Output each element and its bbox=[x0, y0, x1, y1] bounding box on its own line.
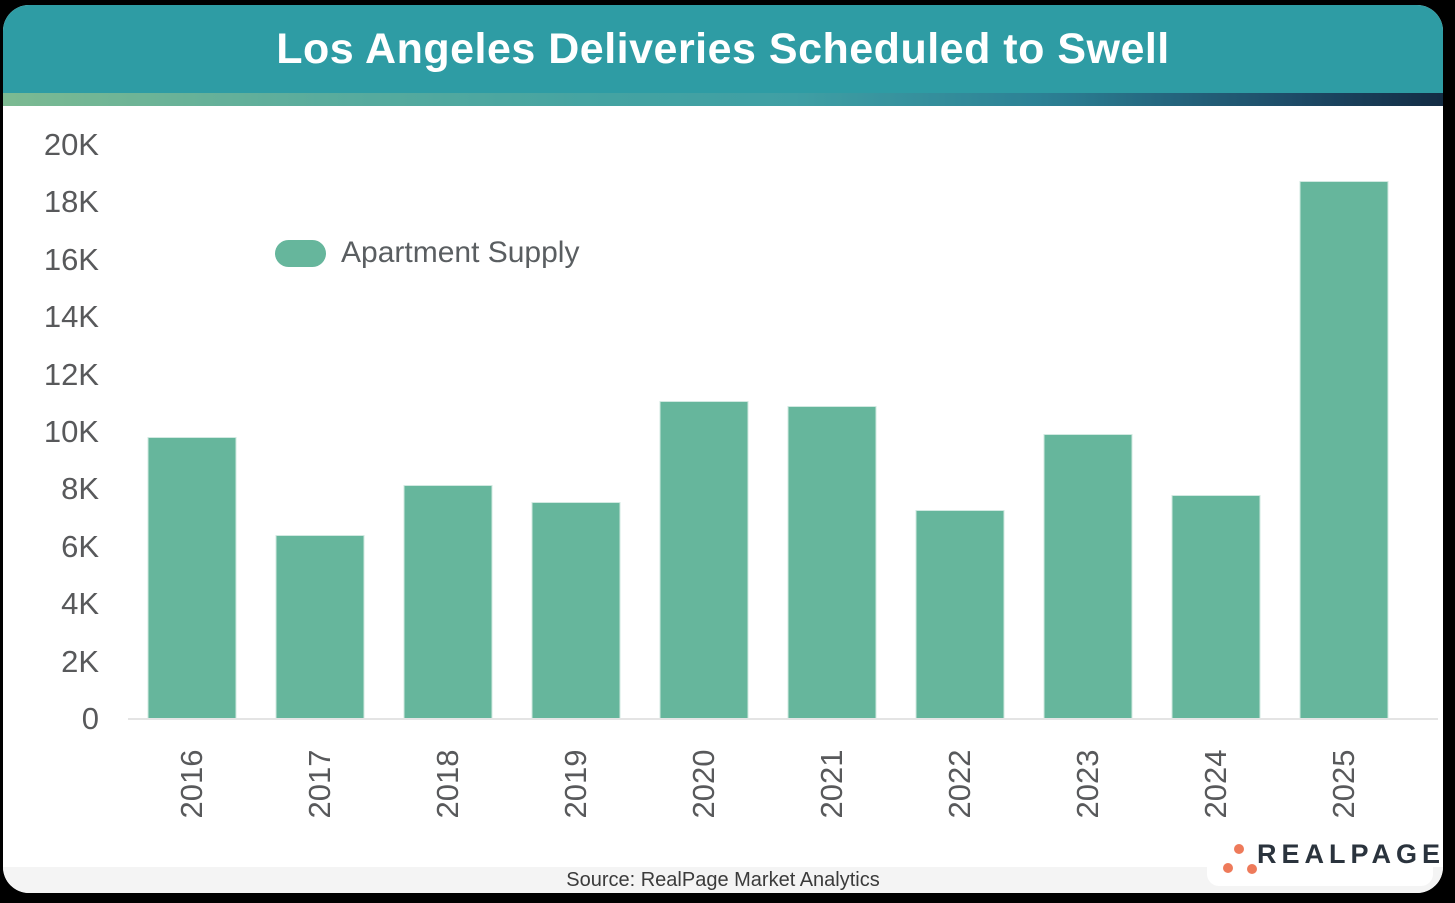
bar-cell: 2019 bbox=[512, 145, 640, 818]
bar-cell: 2020 bbox=[640, 145, 768, 818]
x-tick-label: 2024 bbox=[1198, 749, 1233, 819]
bar-2016 bbox=[147, 437, 237, 718]
bar-cell: 2025 bbox=[1280, 145, 1408, 818]
x-tick-label: 2019 bbox=[558, 749, 593, 819]
bar-cell: 2017 bbox=[256, 145, 384, 818]
x-tick-label: 2020 bbox=[686, 749, 721, 819]
y-tick-label: 0 bbox=[81, 701, 99, 736]
x-tick-label: 2023 bbox=[1070, 749, 1105, 819]
x-tick-label: 2016 bbox=[174, 749, 209, 819]
bar-2024 bbox=[1171, 494, 1261, 718]
bar-cell: 2018 bbox=[384, 145, 512, 818]
chart-card: Los Angeles Deliveries Scheduled to Swel… bbox=[3, 5, 1443, 893]
x-tick-label: 2025 bbox=[1326, 749, 1361, 819]
bar-2023 bbox=[1043, 434, 1133, 718]
x-tick-label: 2017 bbox=[302, 749, 337, 819]
y-tick-label: 14K bbox=[43, 299, 99, 335]
bar-2021 bbox=[787, 405, 877, 718]
y-tick-label: 10K bbox=[43, 414, 99, 449]
realpage-wordmark: REALPAGE bbox=[1257, 838, 1443, 869]
legend-label: Apartment Supply bbox=[341, 236, 580, 269]
y-tick-label: 8K bbox=[61, 471, 99, 507]
accent-gradient-bar bbox=[3, 93, 1443, 106]
y-tick-label: 18K bbox=[43, 184, 99, 220]
logo-dot-icon bbox=[1247, 864, 1257, 874]
bars: 2016 2017 2018 2019 2020 2021 2022 2023 2024 2025 bbox=[128, 145, 1408, 818]
y-tick-label: 12K bbox=[43, 356, 99, 392]
bar-2020 bbox=[659, 401, 749, 718]
legend-item-apartment-supply[interactable]: Apartment Supply bbox=[275, 236, 579, 270]
y-axis: 20K 18K 16K 14K 12K 10K 8K 6K 4K 2K 0 bbox=[3, 127, 113, 736]
plot-region: 20K 18K 16K 14K 12K 10K 8K 6K 4K 2K 0 Apartment Su… bbox=[3, 106, 1443, 867]
source-footer: Source: RealPage Market Analytics bbox=[3, 867, 1443, 893]
x-tick-label: 2022 bbox=[942, 749, 977, 819]
bar-cell: 2022 bbox=[896, 145, 1024, 818]
bar-cell: 2021 bbox=[768, 145, 896, 818]
bar-2025 bbox=[1299, 180, 1389, 718]
bar-2022 bbox=[915, 510, 1005, 718]
y-tick-label: 20K bbox=[43, 127, 99, 162]
bar-cell: 2016 bbox=[128, 145, 256, 818]
x-tick-label: 2018 bbox=[430, 749, 465, 819]
y-tick-label: 16K bbox=[43, 241, 99, 277]
bar-2019 bbox=[531, 501, 621, 718]
bar-2017 bbox=[275, 534, 365, 718]
bar-cell: 2023 bbox=[1024, 145, 1152, 818]
logo-dot-icon bbox=[1234, 844, 1244, 854]
chart-header: Los Angeles Deliveries Scheduled to Swel… bbox=[3, 5, 1443, 93]
logo-dot-icon bbox=[1223, 863, 1233, 873]
x-tick-label: 2021 bbox=[814, 749, 849, 819]
source-text: Source: RealPage Market Analytics bbox=[566, 868, 880, 891]
legend-swatch-icon bbox=[275, 239, 326, 267]
y-tick-label: 6K bbox=[61, 528, 99, 564]
realpage-dots-icon bbox=[1219, 831, 1257, 877]
y-tick-label: 4K bbox=[61, 586, 99, 622]
plot-area: 2016 2017 2018 2019 2020 2021 2022 2023 2024 2025 bbox=[128, 145, 1438, 818]
y-tick-label: 2K bbox=[61, 643, 99, 679]
chart-title: Los Angeles Deliveries Scheduled to Swel… bbox=[276, 24, 1170, 73]
realpage-logo: REALPAGE bbox=[1207, 822, 1440, 886]
bar-2018 bbox=[403, 484, 493, 718]
bar-cell: 2024 bbox=[1152, 145, 1280, 818]
